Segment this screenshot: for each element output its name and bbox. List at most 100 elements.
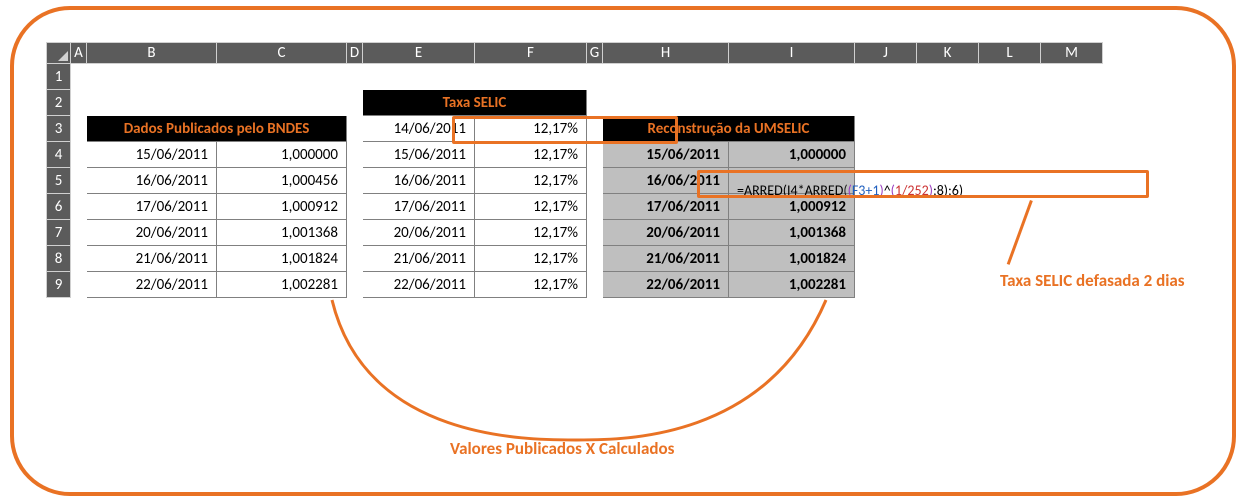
empty-cell[interactable] bbox=[587, 220, 603, 246]
row-header-9[interactable]: 9 bbox=[47, 272, 71, 298]
empty-cell[interactable] bbox=[1041, 168, 1103, 194]
empty-cell[interactable] bbox=[1041, 142, 1103, 168]
empty-cell[interactable] bbox=[855, 116, 917, 142]
empty-cell[interactable] bbox=[71, 90, 87, 116]
bndes-date-2[interactable]: 17/06/2011 bbox=[87, 194, 217, 220]
selic-rate-6[interactable]: 12,17% bbox=[475, 272, 587, 298]
empty-cell[interactable] bbox=[917, 220, 979, 246]
empty-cell[interactable] bbox=[917, 246, 979, 272]
empty-cell[interactable] bbox=[1041, 116, 1103, 142]
empty-cell[interactable] bbox=[917, 116, 979, 142]
empty-cell[interactable] bbox=[347, 142, 363, 168]
empty-cell[interactable] bbox=[71, 64, 87, 90]
selic-date-5[interactable]: 21/06/2011 bbox=[363, 246, 475, 272]
empty-cell[interactable] bbox=[1041, 90, 1103, 116]
empty-cell[interactable] bbox=[979, 194, 1041, 220]
empty-cell[interactable] bbox=[729, 64, 855, 90]
empty-cell[interactable] bbox=[1041, 194, 1103, 220]
empty-cell[interactable] bbox=[71, 142, 87, 168]
empty-cell[interactable] bbox=[71, 116, 87, 142]
empty-cell[interactable] bbox=[979, 246, 1041, 272]
empty-cell[interactable] bbox=[603, 64, 729, 90]
empty-cell[interactable] bbox=[347, 220, 363, 246]
bndes-date-0[interactable]: 15/06/2011 bbox=[87, 142, 217, 168]
recon-date-5[interactable]: 22/06/2011 bbox=[603, 272, 729, 298]
selic-date-3[interactable]: 17/06/2011 bbox=[363, 194, 475, 220]
row-header-5[interactable]: 5 bbox=[47, 168, 71, 194]
empty-cell[interactable] bbox=[979, 142, 1041, 168]
empty-cell[interactable] bbox=[71, 272, 87, 298]
col-header-J[interactable]: J bbox=[855, 43, 917, 64]
empty-cell[interactable] bbox=[587, 64, 603, 90]
row-header-7[interactable]: 7 bbox=[47, 220, 71, 246]
empty-cell[interactable] bbox=[347, 116, 363, 142]
bndes-val-3[interactable]: 1,001368 bbox=[217, 220, 347, 246]
empty-cell[interactable] bbox=[71, 246, 87, 272]
selic-rate-0[interactable]: 12,17% bbox=[475, 116, 587, 142]
empty-cell[interactable] bbox=[855, 64, 917, 90]
empty-cell[interactable] bbox=[347, 64, 363, 90]
empty-cell[interactable] bbox=[855, 246, 917, 272]
selic-date-4[interactable]: 20/06/2011 bbox=[363, 220, 475, 246]
col-header-G[interactable]: G bbox=[587, 43, 603, 64]
selic-rate-5[interactable]: 12,17% bbox=[475, 246, 587, 272]
bndes-val-1[interactable]: 1,000456 bbox=[217, 168, 347, 194]
empty-cell[interactable] bbox=[587, 116, 603, 142]
empty-cell[interactable] bbox=[475, 64, 587, 90]
col-header-B[interactable]: B bbox=[87, 43, 217, 64]
row-header-3[interactable]: 3 bbox=[47, 116, 71, 142]
recon-val-0[interactable]: 1,000000 bbox=[729, 142, 855, 168]
col-header-A[interactable]: A bbox=[71, 43, 87, 64]
bndes-date-4[interactable]: 21/06/2011 bbox=[87, 246, 217, 272]
bndes-date-1[interactable]: 16/06/2011 bbox=[87, 168, 217, 194]
empty-cell[interactable] bbox=[87, 64, 217, 90]
col-header-D[interactable]: D bbox=[347, 43, 363, 64]
empty-cell[interactable] bbox=[979, 272, 1041, 298]
empty-cell[interactable] bbox=[217, 90, 347, 116]
empty-cell[interactable] bbox=[979, 90, 1041, 116]
col-header-M[interactable]: M bbox=[1041, 43, 1103, 64]
empty-cell[interactable] bbox=[71, 220, 87, 246]
bndes-val-2[interactable]: 1,000912 bbox=[217, 194, 347, 220]
empty-cell[interactable] bbox=[587, 90, 603, 116]
empty-cell[interactable] bbox=[587, 168, 603, 194]
empty-cell[interactable] bbox=[855, 90, 917, 116]
selic-rate-3[interactable]: 12,17% bbox=[475, 194, 587, 220]
empty-cell[interactable] bbox=[71, 168, 87, 194]
selic-rate-1[interactable]: 12,17% bbox=[475, 142, 587, 168]
select-all-corner[interactable] bbox=[47, 43, 71, 64]
recon-date-2[interactable]: 17/06/2011 bbox=[603, 194, 729, 220]
col-header-I[interactable]: I bbox=[729, 43, 855, 64]
empty-cell[interactable] bbox=[979, 168, 1041, 194]
recon-date-3[interactable]: 20/06/2011 bbox=[603, 220, 729, 246]
row-header-2[interactable]: 2 bbox=[47, 90, 71, 116]
selic-rate-2[interactable]: 12,17% bbox=[475, 168, 587, 194]
empty-cell[interactable] bbox=[979, 220, 1041, 246]
col-header-K[interactable]: K bbox=[917, 43, 979, 64]
empty-cell[interactable] bbox=[979, 64, 1041, 90]
bndes-val-4[interactable]: 1,001824 bbox=[217, 246, 347, 272]
recon-formula-cell[interactable]: =ARRED(I4*ARRED((F3+1)^(1/252);8);6) bbox=[729, 168, 855, 194]
empty-cell[interactable] bbox=[603, 90, 729, 116]
selic-date-2[interactable]: 16/06/2011 bbox=[363, 168, 475, 194]
header-recon[interactable]: Reconstrução da UMSELIC bbox=[603, 116, 855, 142]
col-header-C[interactable]: C bbox=[217, 43, 347, 64]
empty-cell[interactable] bbox=[587, 194, 603, 220]
empty-cell[interactable] bbox=[1041, 272, 1103, 298]
recon-val-5[interactable]: 1,002281 bbox=[729, 272, 855, 298]
empty-cell[interactable] bbox=[347, 194, 363, 220]
recon-val-4[interactable]: 1,001824 bbox=[729, 246, 855, 272]
selic-rate-4[interactable]: 12,17% bbox=[475, 220, 587, 246]
empty-cell[interactable] bbox=[363, 64, 475, 90]
bndes-date-3[interactable]: 20/06/2011 bbox=[87, 220, 217, 246]
recon-val-3[interactable]: 1,001368 bbox=[729, 220, 855, 246]
empty-cell[interactable] bbox=[347, 246, 363, 272]
recon-date-1[interactable]: 16/06/2011 bbox=[603, 168, 729, 194]
header-taxa-selic[interactable]: Taxa SELIC bbox=[363, 90, 587, 116]
empty-cell[interactable] bbox=[1041, 220, 1103, 246]
row-header-8[interactable]: 8 bbox=[47, 246, 71, 272]
col-header-F[interactable]: F bbox=[475, 43, 587, 64]
empty-cell[interactable] bbox=[587, 272, 603, 298]
header-bndes[interactable]: Dados Publicados pelo BNDES bbox=[87, 116, 347, 142]
recon-date-0[interactable]: 15/06/2011 bbox=[603, 142, 729, 168]
